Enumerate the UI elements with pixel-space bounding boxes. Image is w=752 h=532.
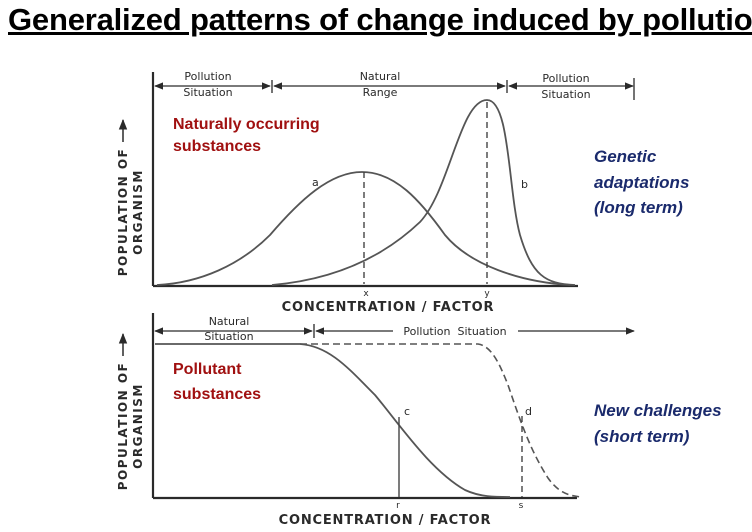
top-range-right-label-1: Pollution: [542, 72, 589, 85]
curve-b-label: b: [521, 178, 528, 191]
top-xlabel: CONCENTRATION / FACTOR: [282, 300, 495, 315]
tick-y-label: y: [484, 289, 490, 299]
bottom-range-left-label-1: Natural: [209, 315, 250, 328]
bottom-side-line1: New challenges: [594, 401, 722, 420]
curve-c-label: c: [404, 405, 410, 418]
top-range-left-label-2: Situation: [183, 86, 232, 99]
curve-b: [271, 99, 576, 286]
top-side-line1: Genetic: [594, 147, 657, 166]
top-side-line3: (long term): [594, 198, 683, 217]
top-annotation-line2: substances: [173, 138, 261, 155]
bottom-range-left-label-2: Situation: [204, 330, 253, 343]
curve-a-label: a: [312, 176, 319, 189]
bottom-panel: Natural Situation Pollution Situation PO…: [116, 313, 722, 528]
curve-d: [300, 343, 583, 498]
top-panel: Pollution Situation Natural Range Pollut…: [116, 70, 689, 315]
bottom-annotation-line1: Pollutant: [173, 361, 242, 378]
tick-x-label: x: [363, 289, 369, 299]
page-title: Generalized patterns of change induced b…: [8, 2, 752, 37]
top-annotation-line1: Naturally occurring: [173, 116, 320, 133]
top-side-line2: adaptations: [594, 173, 689, 192]
bottom-xlabel: CONCENTRATION / FACTOR: [279, 513, 492, 528]
curve-a: [156, 171, 571, 286]
tick-s-label: s: [519, 501, 524, 511]
top-ylabel-line2: ORGANISM: [131, 169, 145, 255]
curve-c: [155, 343, 511, 498]
top-range-left-label-1: Pollution: [184, 70, 231, 83]
top-range-mid-label-2: Range: [363, 86, 398, 99]
bottom-ylabel-line2: ORGANISM: [131, 383, 145, 469]
top-range-right-label-2: Situation: [541, 88, 590, 101]
bottom-ylabel-line1: POPULATION OF: [116, 362, 130, 491]
bottom-annotation-line2: substances: [173, 386, 261, 403]
top-ylabel-line1: POPULATION OF: [116, 148, 130, 277]
curve-d-label: d: [525, 405, 532, 418]
tick-r-label: r: [396, 501, 400, 511]
bottom-side-line2: (short term): [594, 427, 690, 446]
bottom-range-right-label: Pollution Situation: [403, 325, 506, 338]
top-range-mid-label-1: Natural: [360, 70, 401, 83]
